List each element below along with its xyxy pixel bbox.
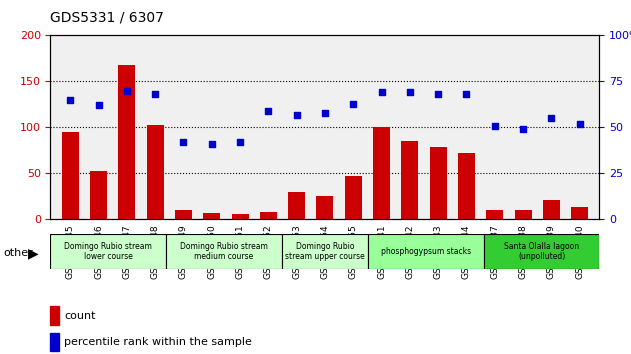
Text: phosphogypsum stacks: phosphogypsum stacks: [381, 247, 471, 256]
Bar: [90, 171, 107, 219]
FancyBboxPatch shape: [369, 234, 484, 269]
Bar: [430, 147, 447, 219]
Bar: [232, 214, 249, 219]
Bar: [50, 333, 59, 351]
Point: [150, 91, 160, 97]
Bar: [458, 153, 475, 219]
Bar: [401, 141, 418, 219]
Point: [490, 123, 500, 129]
Text: percentile rank within the sample: percentile rank within the sample: [64, 337, 252, 347]
Bar: [119, 65, 136, 219]
Text: count: count: [64, 311, 96, 321]
FancyBboxPatch shape: [50, 234, 166, 269]
Point: [518, 126, 528, 132]
Point: [292, 112, 302, 118]
Point: [263, 108, 273, 114]
Bar: [317, 196, 333, 219]
Bar: [543, 200, 560, 219]
Text: GDS5331 / 6307: GDS5331 / 6307: [50, 11, 164, 25]
Text: ▶: ▶: [28, 246, 39, 260]
Bar: [146, 125, 163, 219]
Bar: [175, 210, 192, 219]
Point: [461, 91, 471, 97]
Point: [433, 91, 443, 97]
Text: Domingo Rubio stream
medium course: Domingo Rubio stream medium course: [180, 242, 268, 261]
Point: [348, 101, 358, 106]
Text: Santa Olalla lagoon
(unpolluted): Santa Olalla lagoon (unpolluted): [504, 242, 579, 261]
Point: [207, 141, 217, 147]
Point: [546, 115, 557, 121]
Bar: [50, 306, 59, 325]
Point: [575, 121, 585, 127]
Point: [179, 139, 189, 145]
Bar: [62, 132, 79, 219]
Bar: [288, 192, 305, 219]
Point: [377, 90, 387, 95]
FancyBboxPatch shape: [166, 234, 281, 269]
Text: other: other: [3, 248, 33, 258]
FancyBboxPatch shape: [281, 234, 369, 269]
Bar: [571, 207, 588, 219]
Point: [65, 97, 75, 103]
Point: [405, 90, 415, 95]
FancyBboxPatch shape: [484, 234, 599, 269]
Bar: [345, 176, 362, 219]
Text: Domingo Rubio
stream upper course: Domingo Rubio stream upper course: [285, 242, 365, 261]
Point: [320, 110, 330, 115]
Point: [235, 139, 245, 145]
Point: [93, 103, 103, 108]
Bar: [487, 210, 504, 219]
Bar: [203, 213, 220, 219]
Bar: [514, 210, 531, 219]
Text: Domingo Rubio stream
lower course: Domingo Rubio stream lower course: [64, 242, 152, 261]
Bar: [373, 127, 390, 219]
Point: [122, 88, 132, 93]
Bar: [260, 212, 277, 219]
